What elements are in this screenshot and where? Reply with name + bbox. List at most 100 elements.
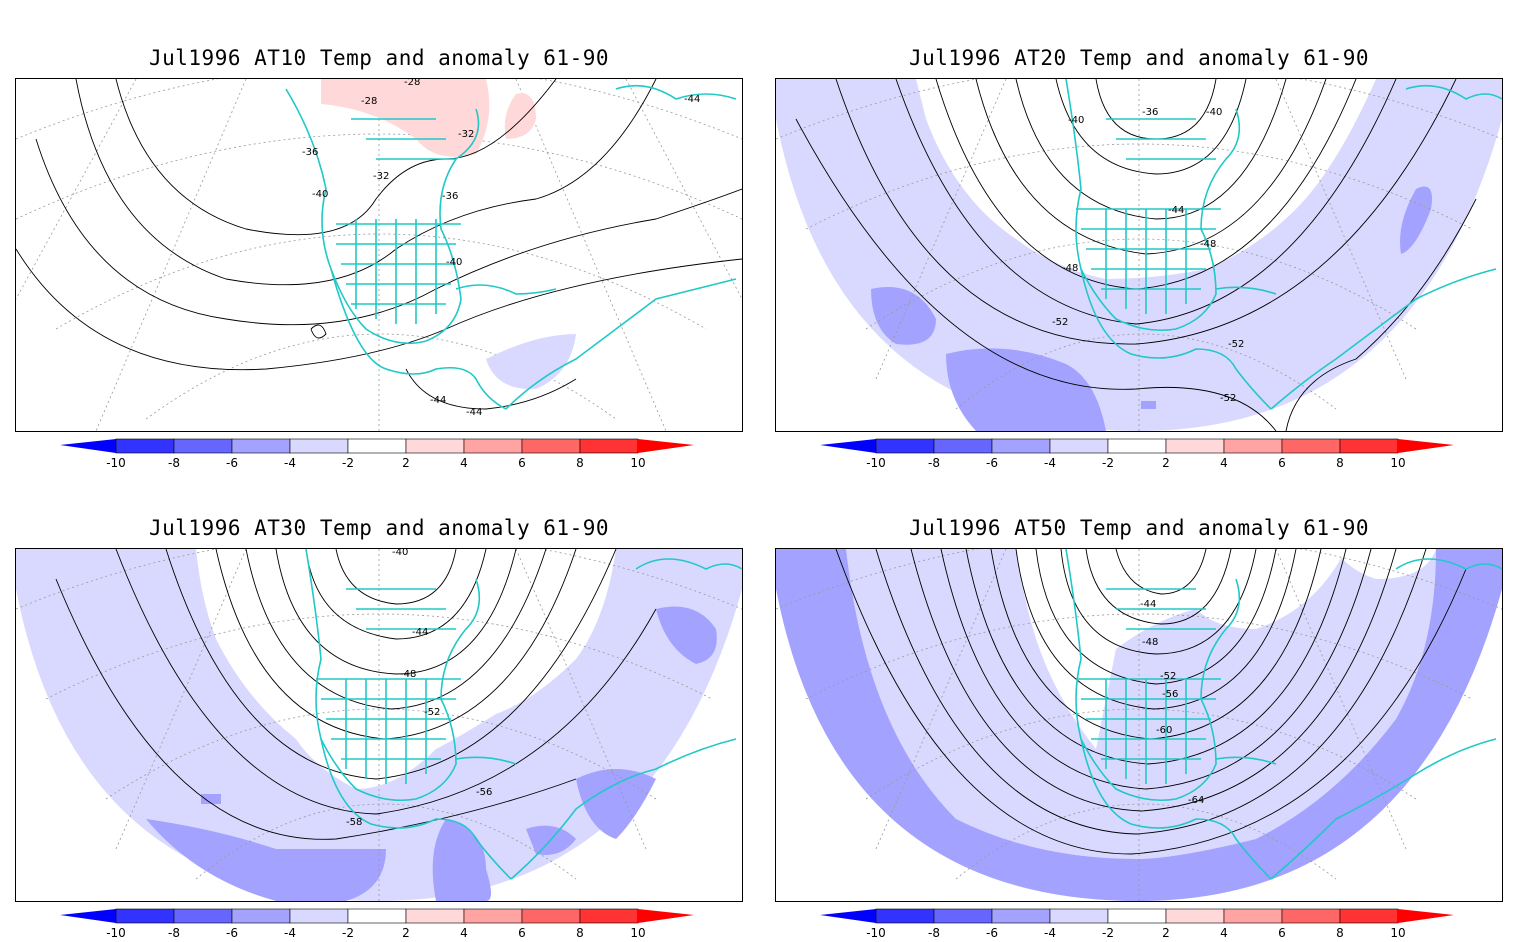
contour-labels: -40 -44 -48 -52 -56 -58 bbox=[346, 549, 492, 828]
colorbar-tick-label: 10 bbox=[1390, 456, 1406, 470]
colorbar-bin bbox=[231, 908, 291, 924]
colorbar-bin bbox=[1049, 908, 1109, 924]
contour-label: -52 bbox=[1228, 339, 1244, 350]
coastlines bbox=[1065, 79, 1502, 410]
colorbar-tick-label: -6 bbox=[226, 926, 238, 940]
panel-3-map: -40 -44 -48 -52 -56 -58 bbox=[15, 548, 743, 902]
colorbar-graphic bbox=[820, 908, 1454, 924]
contour-label: -28 bbox=[361, 96, 377, 107]
colorbar-low-arrow bbox=[60, 909, 116, 923]
colorbar-bin bbox=[579, 908, 639, 924]
anomaly-shading bbox=[146, 549, 717, 901]
colorbar-tick-label: -10 bbox=[106, 456, 126, 470]
anomaly-shading bbox=[871, 79, 1432, 431]
contour-label: -52 bbox=[424, 707, 440, 718]
contour-label: -52 bbox=[1220, 393, 1236, 404]
contour-label: -28 bbox=[404, 79, 420, 88]
contour-label: -60 bbox=[1156, 725, 1172, 736]
colorbar-low-arrow bbox=[820, 909, 876, 923]
graticule bbox=[16, 79, 742, 431]
contour-label: -48 bbox=[400, 669, 416, 680]
colorbar-bin bbox=[289, 438, 349, 454]
graticule bbox=[16, 549, 742, 901]
colorbar-bin bbox=[405, 438, 465, 454]
colorbar-tick-label: 2 bbox=[1162, 926, 1170, 940]
colorbar-tick-label: -10 bbox=[866, 456, 886, 470]
colorbar-bin bbox=[173, 438, 233, 454]
colorbar-bin bbox=[1223, 438, 1283, 454]
colorbar-tick-label: 6 bbox=[1278, 456, 1286, 470]
anomaly-shading bbox=[321, 79, 576, 390]
contour-label: -52 bbox=[1052, 317, 1068, 328]
colorbar-bin bbox=[579, 438, 639, 454]
contour-label: -36 bbox=[442, 191, 458, 202]
colorbar-tick-label: -8 bbox=[168, 926, 180, 940]
colorbar: -10 -8 -6 -4 -2 2 4 6 8 10 bbox=[60, 908, 700, 942]
colorbar-low-arrow bbox=[820, 439, 876, 453]
colorbar-bin bbox=[875, 908, 935, 924]
colorbar-bin bbox=[1107, 438, 1167, 454]
colorbar-tick-label: 10 bbox=[630, 456, 646, 470]
colorbar-bin bbox=[347, 438, 407, 454]
contour-label: -40 bbox=[392, 549, 408, 558]
colorbar-tick-label: 6 bbox=[518, 926, 526, 940]
contour-label: -56 bbox=[476, 787, 492, 798]
colorbar-tick-label: -6 bbox=[226, 456, 238, 470]
colorbar-graphic bbox=[60, 438, 694, 454]
colorbar-tick-label: 10 bbox=[1390, 926, 1406, 940]
colorbar-tick-label: -2 bbox=[1102, 926, 1114, 940]
colorbar-bin bbox=[405, 908, 465, 924]
contour-label: -36 bbox=[1142, 107, 1158, 118]
colorbar-tick-label: 8 bbox=[1336, 926, 1344, 940]
colorbar-tick-label: 2 bbox=[1162, 456, 1170, 470]
panel-2-map: -36 -40 -40 -44 -48 -48 -52 -52 -52 bbox=[775, 78, 1503, 432]
colorbar-high-arrow bbox=[1398, 909, 1454, 923]
colorbar-tick-label: -10 bbox=[106, 926, 126, 940]
colorbar-bin bbox=[933, 438, 993, 454]
colorbar-tick-label: -4 bbox=[1044, 456, 1056, 470]
colorbar-high-arrow bbox=[638, 439, 694, 453]
graticule bbox=[776, 79, 1502, 431]
colorbar-bin bbox=[463, 908, 523, 924]
colorbar-bin bbox=[991, 438, 1051, 454]
contour-label: -36 bbox=[302, 147, 318, 158]
contour-label: -44 bbox=[430, 395, 446, 406]
contours bbox=[55, 549, 657, 840]
coastlines bbox=[285, 84, 737, 410]
colorbar-bin bbox=[115, 438, 175, 454]
contour-label: -40 bbox=[1068, 115, 1084, 126]
panel-4-map: -44 -48 -52 -56 -60 -64 bbox=[775, 548, 1503, 902]
contour-label: -44 bbox=[1168, 205, 1184, 216]
colorbar-tick-label: -4 bbox=[284, 456, 296, 470]
colorbar-tick-label: -6 bbox=[986, 456, 998, 470]
colorbar-bin bbox=[231, 438, 291, 454]
contour-labels: -44 -48 -52 -56 -60 -64 bbox=[1140, 599, 1204, 806]
colorbar-bin bbox=[1049, 438, 1109, 454]
graticule bbox=[776, 549, 1502, 901]
colorbar-tick-label: -4 bbox=[1044, 926, 1056, 940]
contour-label: -48 bbox=[1062, 263, 1078, 274]
contour-label: -48 bbox=[1142, 637, 1158, 648]
colorbar-tick-label: 10 bbox=[630, 926, 646, 940]
contour-label: -58 bbox=[346, 817, 362, 828]
colorbar-bin bbox=[289, 908, 349, 924]
colorbar-tick-label: 8 bbox=[1336, 456, 1344, 470]
colorbar-tick-label: -6 bbox=[986, 926, 998, 940]
colorbar-tick-label: -8 bbox=[168, 456, 180, 470]
colorbar-tick-label: -4 bbox=[284, 926, 296, 940]
colorbar-tick-label: -8 bbox=[928, 456, 940, 470]
contour-label: -32 bbox=[458, 129, 474, 140]
contour-label: -44 bbox=[466, 407, 482, 418]
colorbar-bin bbox=[1165, 908, 1225, 924]
colorbar-tick-label: -2 bbox=[1102, 456, 1114, 470]
colorbar-tick-label: 4 bbox=[460, 926, 468, 940]
colorbar-tick-label: 4 bbox=[1220, 926, 1228, 940]
colorbar-bin bbox=[463, 438, 523, 454]
colorbar-tick-label: 4 bbox=[460, 456, 468, 470]
panel-2-title: Jul1996 AT20 Temp and anomaly 61-90 bbox=[908, 46, 1369, 70]
colorbar-tick-label: -2 bbox=[342, 926, 354, 940]
colorbar-bin bbox=[1165, 438, 1225, 454]
colorbar-low-arrow bbox=[60, 439, 116, 453]
colorbar-tick-label: 2 bbox=[402, 926, 410, 940]
contour-labels: -28 -28 -32 -32 -36 -36 -40 -40 -44 -44 … bbox=[302, 79, 700, 418]
